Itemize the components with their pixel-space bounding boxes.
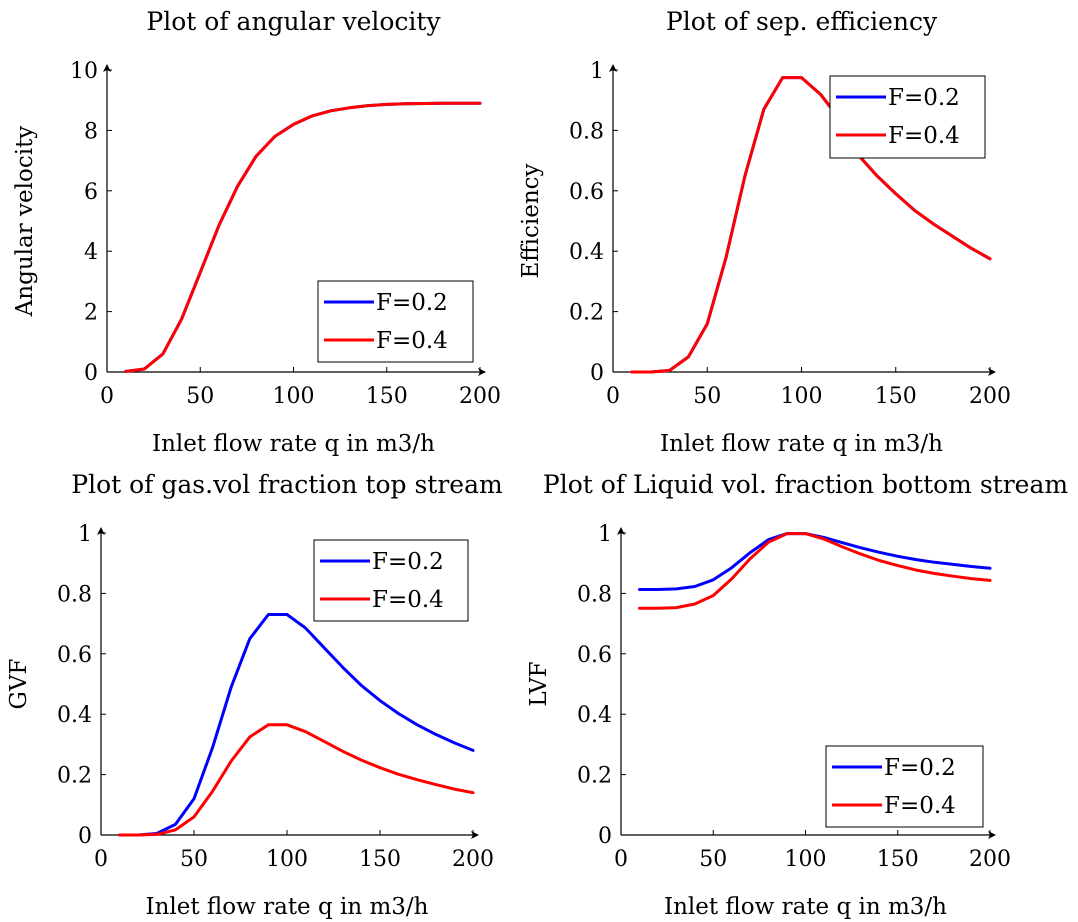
legend-label-2: F=0.4 xyxy=(884,793,956,819)
legend: F=0.2 F=0.4 xyxy=(825,745,984,828)
x-tick-label: 0 xyxy=(94,847,108,872)
legend-label-1: F=0.2 xyxy=(884,755,956,781)
chart-4: Plot of Liquid vol. fraction bottom stre… xyxy=(526,470,1068,920)
legend: F=0.2 F=0.4 xyxy=(317,280,474,363)
x-tick-label: 50 xyxy=(180,847,208,872)
y-tick-label: 0.8 xyxy=(569,119,604,144)
y-tick-label: 0.8 xyxy=(57,582,92,607)
y-tick-label: 0 xyxy=(84,361,98,386)
y-tick-label: 0 xyxy=(78,824,92,849)
chart-title: Plot of sep. efficiency xyxy=(666,7,938,36)
x-tick-label: 100 xyxy=(266,847,308,872)
x-tick-label: 100 xyxy=(781,384,823,409)
series-line-2 xyxy=(638,532,992,610)
y-tick-label: 0 xyxy=(598,824,612,849)
legend-box xyxy=(313,539,469,622)
legend-label-2: F=0.4 xyxy=(888,123,960,149)
chart-title: Plot of Liquid vol. fraction bottom stre… xyxy=(543,470,1068,499)
y-tick-label: 0.8 xyxy=(577,582,612,607)
y-tick-label: 0.4 xyxy=(577,703,612,728)
legend-label-1: F=0.2 xyxy=(372,549,444,575)
y-tick-label: 0.4 xyxy=(569,240,604,265)
y-tick-label: 1 xyxy=(78,522,92,547)
x-tick-label: 150 xyxy=(875,384,917,409)
x-axis-label: Inlet flow rate q in m3/h xyxy=(152,431,435,457)
x-tick-label: 0 xyxy=(614,847,628,872)
x-tick-label: 100 xyxy=(785,847,827,872)
y-tick-label: 1 xyxy=(590,59,604,84)
chart-1: Plot of angular velocity 0 50 100 150 200 0 2 4 6… xyxy=(12,7,501,457)
chart-title: Plot of angular velocity xyxy=(146,7,441,36)
series-line-2 xyxy=(124,101,482,373)
legend: F=0.2 F=0.4 xyxy=(313,539,469,622)
series-line-2 xyxy=(630,76,992,374)
y-tick-label: 4 xyxy=(84,240,98,265)
x-tick-label: 50 xyxy=(699,847,727,872)
y-tick-label: 8 xyxy=(84,119,98,144)
series-line-1 xyxy=(638,532,992,591)
x-tick-label: 200 xyxy=(459,384,501,409)
series-line-1 xyxy=(118,613,475,837)
y-tick-label: 0.4 xyxy=(57,703,92,728)
legend: F=0.2 F=0.4 xyxy=(829,75,986,159)
y-axis-label: LVF xyxy=(526,661,552,706)
x-tick-label: 100 xyxy=(273,384,315,409)
x-tick-label: 0 xyxy=(100,384,114,409)
series-line-2 xyxy=(118,723,475,837)
legend-label-1: F=0.2 xyxy=(376,290,448,316)
y-axis-label: GVF xyxy=(6,659,32,710)
x-tick-label: 50 xyxy=(693,384,721,409)
y-tick-label: 6 xyxy=(84,180,98,205)
x-tick-label: 150 xyxy=(359,847,401,872)
x-tick-label: 200 xyxy=(969,847,1011,872)
legend-label-2: F=0.4 xyxy=(372,587,444,613)
legend-box xyxy=(825,745,984,828)
legend-label-1: F=0.2 xyxy=(888,85,960,111)
y-axis-label: Efficiency xyxy=(518,163,544,278)
chart-title: Plot of gas.vol fraction top stream xyxy=(71,470,503,499)
y-axis-label: Angular velocity xyxy=(12,126,38,318)
y-tick-label: 2 xyxy=(84,301,98,326)
x-tick-label: 150 xyxy=(366,384,408,409)
y-tick-label: 10 xyxy=(70,59,98,84)
x-tick-label: 50 xyxy=(186,384,214,409)
x-axis-label: Inlet flow rate q in m3/h xyxy=(664,894,947,920)
y-tick-label: 0.6 xyxy=(57,643,92,668)
x-tick-label: 150 xyxy=(877,847,919,872)
y-tick-label: 0.6 xyxy=(569,180,604,205)
x-tick-label: 200 xyxy=(969,384,1011,409)
y-tick-label: 0 xyxy=(590,361,604,386)
y-tick-label: 1 xyxy=(598,522,612,547)
x-tick-label: 200 xyxy=(452,847,494,872)
y-tick-label: 0.6 xyxy=(577,643,612,668)
y-tick-label: 0.2 xyxy=(577,764,612,789)
x-tick-label: 0 xyxy=(606,384,620,409)
legend-box xyxy=(317,280,474,363)
y-tick-label: 0.2 xyxy=(569,301,604,326)
x-axis-label: Inlet flow rate q in m3/h xyxy=(146,894,429,920)
chart-2: Plot of sep. efficiency 0 50 100 150 200 0 0.2 0… xyxy=(518,7,1011,457)
y-tick-label: 0.2 xyxy=(57,764,92,789)
legend-box xyxy=(829,75,986,159)
legend-label-2: F=0.4 xyxy=(376,328,448,354)
x-axis-label: Inlet flow rate q in m3/h xyxy=(660,431,943,457)
